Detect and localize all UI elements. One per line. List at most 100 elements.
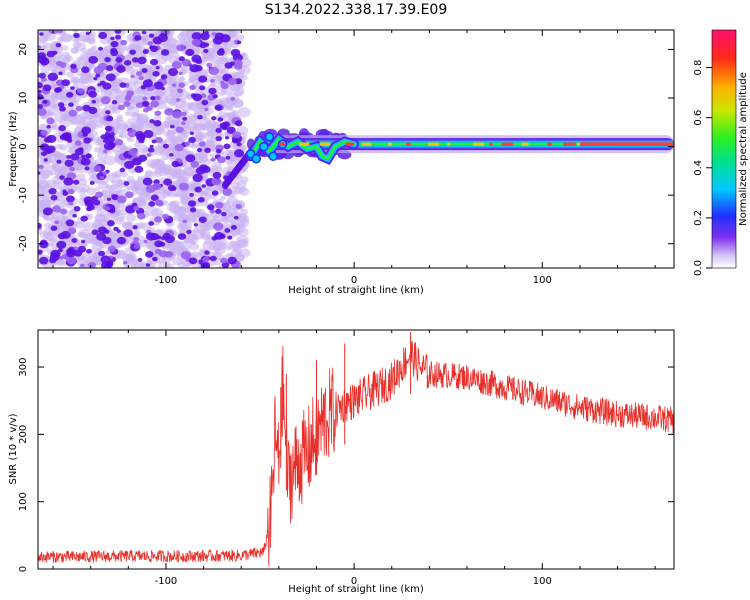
noise-blob xyxy=(241,51,247,56)
noise-blob-dark xyxy=(115,34,122,40)
noise-blob-dark xyxy=(100,96,111,105)
noise-blob-dark xyxy=(206,62,212,68)
snr-line xyxy=(38,340,674,567)
noise-blob xyxy=(38,229,43,235)
noise-blob-dark xyxy=(137,56,147,65)
noise-blob-dark xyxy=(149,58,159,66)
noise-blob xyxy=(61,45,69,51)
noise-blob-dark xyxy=(70,153,80,161)
noise-blob xyxy=(230,210,242,220)
noise-blob-dark xyxy=(204,30,209,35)
noise-blob-dark xyxy=(134,35,142,41)
noise-blob xyxy=(141,147,148,153)
noise-blob-dark xyxy=(171,83,177,87)
noise-blob xyxy=(135,183,145,192)
noise-blob-dark xyxy=(143,129,154,139)
spectrogram-ytick-label: 20 xyxy=(18,43,29,56)
noise-blob-dark xyxy=(63,177,74,186)
noise-blob xyxy=(107,172,121,183)
noise-blob-dark xyxy=(196,148,203,153)
noise-blob-dark xyxy=(105,65,114,72)
noise-blob xyxy=(38,184,44,191)
noise-blob-dark xyxy=(222,188,233,196)
noise-blob xyxy=(73,163,84,171)
colorbar-gradient xyxy=(712,30,736,268)
noise-blob-dark xyxy=(113,226,119,232)
noise-blob xyxy=(40,65,51,74)
noise-blob-dark xyxy=(123,59,132,66)
noise-blob-dark xyxy=(102,138,109,143)
noise-blob xyxy=(212,46,220,52)
snr-ticks: -100 0 100 0 100 200 300 xyxy=(18,330,674,587)
snr-ytick-label: 200 xyxy=(18,425,29,444)
noise-blob xyxy=(136,222,146,229)
noise-blob xyxy=(113,150,121,155)
colorbar-tick-label: 0.6 xyxy=(693,110,704,126)
noise-blob-dark xyxy=(38,104,44,110)
noise-blob-dark xyxy=(42,99,48,104)
noise-blob-dark xyxy=(38,72,46,79)
signal-core-spot xyxy=(472,142,485,146)
noise-blob-dark xyxy=(198,75,208,83)
noise-blob-dark xyxy=(83,196,94,205)
noise-blob-dark xyxy=(225,155,231,160)
noise-blob-dark xyxy=(224,136,230,140)
noise-blob-dark xyxy=(208,66,219,76)
noise-blob-dark xyxy=(150,95,156,101)
spectrogram-image xyxy=(38,30,674,268)
chart-title: S134.2022.338.17.39.E09 xyxy=(265,2,448,18)
noise-blob-dark xyxy=(86,248,92,254)
noise-blob xyxy=(115,123,129,134)
noise-blob-dark xyxy=(135,102,144,109)
noise-blob xyxy=(70,94,82,103)
noise-blob-dark xyxy=(107,245,116,253)
noise-blob-dark xyxy=(52,205,61,213)
noise-blob-dark xyxy=(104,125,112,132)
noise-blob-dark xyxy=(80,157,91,166)
noise-blob-dark xyxy=(56,240,67,249)
noise-blob-dark xyxy=(93,76,98,81)
noise-blob-dark xyxy=(230,48,241,57)
noise-blob xyxy=(78,183,90,193)
noise-blob-dark xyxy=(133,243,140,250)
snr-xtick-label: 0 xyxy=(351,576,357,587)
noise-blob-dark xyxy=(86,206,92,212)
noise-blob-dark xyxy=(84,166,90,171)
noise-blob-dark xyxy=(70,86,75,90)
noise-blob-dark xyxy=(212,94,218,99)
noise-blob-dark xyxy=(167,108,173,113)
noise-blob-dark xyxy=(59,106,66,112)
noise-blob xyxy=(119,170,129,178)
noise-blob-dark xyxy=(57,233,66,240)
noise-blob-dark xyxy=(160,49,170,56)
noise-blob-dark xyxy=(119,82,127,88)
noise-blob-dark xyxy=(73,249,83,257)
noise-blob-dark xyxy=(149,119,155,124)
noise-blob-dark xyxy=(202,256,210,263)
noise-blob-dark xyxy=(99,175,104,180)
noise-blob-dark xyxy=(211,190,219,196)
noise-blob-dark xyxy=(199,32,210,41)
noise-blob-dark xyxy=(96,232,107,241)
noise-blob xyxy=(185,32,193,39)
noise-blob-dark xyxy=(168,153,174,157)
noise-blob-dark xyxy=(230,96,236,101)
noise-blob-dark xyxy=(150,194,159,201)
noise-blob-dark xyxy=(59,85,65,89)
noise-blob-dark xyxy=(125,205,136,214)
signal-blob xyxy=(268,151,278,162)
noise-blob-dark xyxy=(57,30,63,34)
noise-blob xyxy=(114,216,125,225)
noise-blob xyxy=(225,245,232,251)
spectrogram-ytick-label: -20 xyxy=(18,236,29,252)
noise-blob xyxy=(52,150,62,158)
noise-blob xyxy=(53,185,60,190)
noise-blob-dark xyxy=(161,213,169,220)
noise-blob-dark xyxy=(88,261,96,268)
noise-blob-dark xyxy=(52,50,58,55)
noise-blob-dark xyxy=(168,68,179,77)
noise-blob-dark xyxy=(38,82,43,89)
noise-blob-dark xyxy=(117,104,125,111)
snr-xtick-label: 100 xyxy=(533,576,552,587)
noise-blob-dark xyxy=(46,124,51,129)
